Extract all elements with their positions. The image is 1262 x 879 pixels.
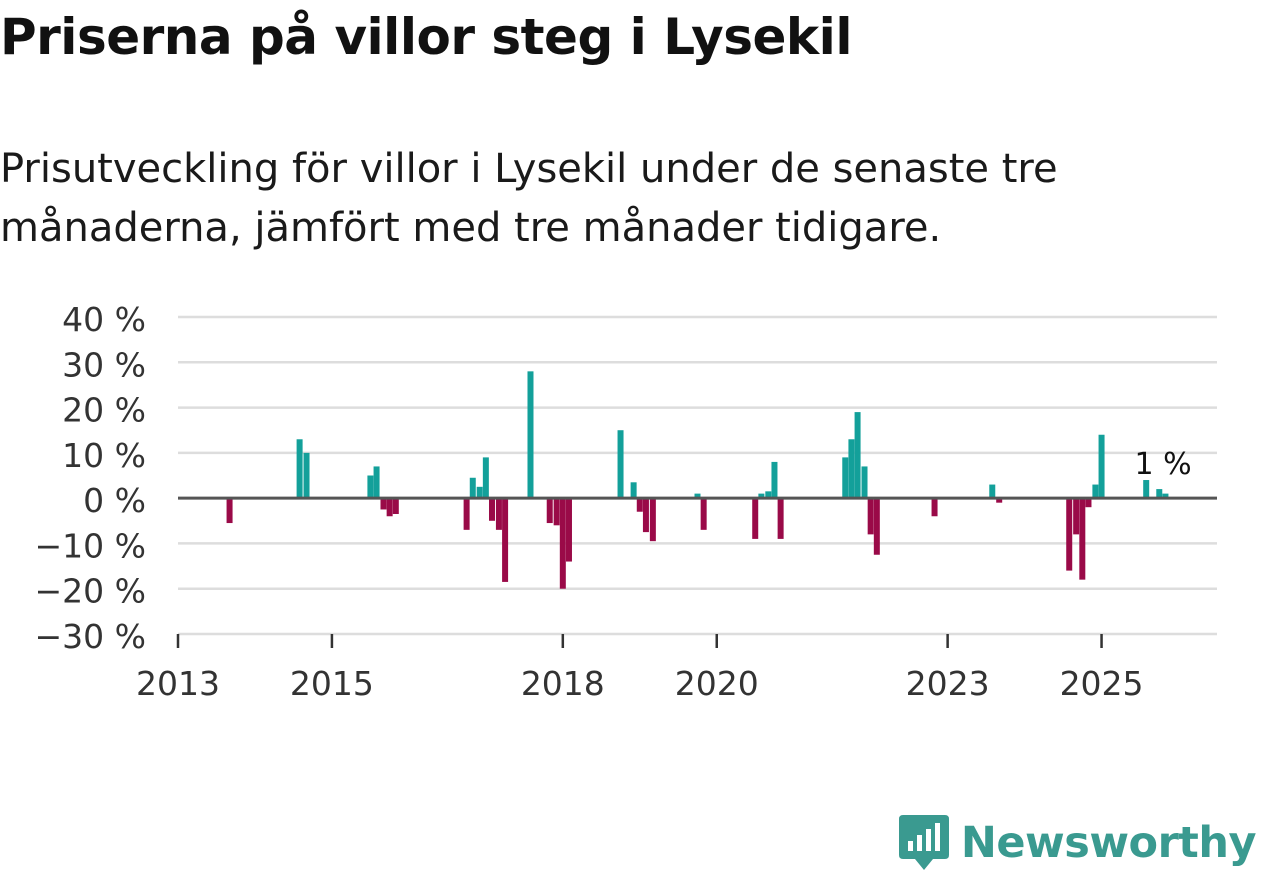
bar <box>296 439 303 499</box>
y-tick-label: 40 % <box>62 300 146 339</box>
bar <box>476 486 483 499</box>
bar <box>617 430 624 499</box>
bar <box>1098 434 1105 499</box>
y-tick-label: −10 % <box>35 526 147 565</box>
y-axis: 40 % 30 % 20 % 10 % 0 % −10 % −20 % −30 % <box>35 300 147 656</box>
bar <box>842 457 849 499</box>
bar <box>777 498 784 539</box>
y-tick-label: 0 % <box>83 481 146 520</box>
bar <box>1162 493 1169 499</box>
bar <box>861 466 868 499</box>
bar <box>867 498 874 535</box>
grid-lines <box>178 315 1217 636</box>
bar <box>1066 498 1073 571</box>
x-tick-label: 2020 <box>675 664 759 703</box>
bar <box>1156 489 1163 499</box>
bar <box>765 491 772 499</box>
bar <box>996 498 1003 503</box>
bar <box>495 498 502 530</box>
bar <box>989 484 996 499</box>
y-tick-label: 30 % <box>62 345 146 384</box>
bar <box>482 457 489 499</box>
bar <box>854 412 861 499</box>
bar <box>303 452 310 499</box>
y-tick-label: −30 % <box>35 617 147 656</box>
bar <box>380 498 387 510</box>
bar <box>489 498 496 521</box>
bar <box>1092 484 1099 499</box>
bar <box>565 498 572 562</box>
last-value-label: 1 % <box>1135 447 1192 482</box>
newsworthy-logo-text: Newsworthy <box>960 818 1257 868</box>
x-axis: 2013 2015 2018 2020 2023 2025 <box>136 634 1144 703</box>
bar <box>469 477 476 499</box>
bar <box>226 498 233 524</box>
bar <box>873 498 880 555</box>
x-tick-label: 2025 <box>1060 664 1144 703</box>
bar <box>1143 480 1150 499</box>
bar <box>463 498 470 530</box>
x-tick-label: 2015 <box>290 664 374 703</box>
bar <box>502 498 509 582</box>
bars <box>226 371 1169 589</box>
bar <box>630 482 637 499</box>
y-tick-label: 10 % <box>62 436 146 475</box>
y-tick-label: 20 % <box>62 391 146 430</box>
bar <box>546 498 553 524</box>
x-tick-label: 2013 <box>136 664 220 703</box>
bar <box>392 498 399 514</box>
bar <box>694 493 701 499</box>
y-tick-label: −20 % <box>35 572 147 611</box>
annotations: 1 % <box>1135 447 1192 482</box>
bar <box>642 498 649 533</box>
bar <box>771 461 778 499</box>
bar <box>386 498 393 517</box>
chart-subtitle: Prisutveckling för villor i Lysekil unde… <box>0 146 1058 251</box>
bar <box>1073 498 1080 535</box>
bar <box>848 439 855 499</box>
chart-title: Priserna på villor steg i Lysekil <box>0 8 852 66</box>
bar <box>636 498 643 512</box>
bar <box>527 371 534 499</box>
bar <box>649 498 656 542</box>
bar <box>758 493 765 499</box>
bar <box>553 498 560 526</box>
bar <box>559 498 566 589</box>
bar <box>931 498 938 517</box>
bar <box>752 498 759 539</box>
bar <box>367 475 374 499</box>
newsworthy-logo-icon <box>898 815 949 870</box>
x-tick-label: 2018 <box>521 664 605 703</box>
x-tick-label: 2023 <box>906 664 990 703</box>
newsworthy-logo: Newsworthy <box>898 815 1257 871</box>
bar <box>700 498 707 530</box>
bar <box>1079 498 1086 580</box>
bar <box>373 466 380 499</box>
bar <box>1085 498 1092 508</box>
